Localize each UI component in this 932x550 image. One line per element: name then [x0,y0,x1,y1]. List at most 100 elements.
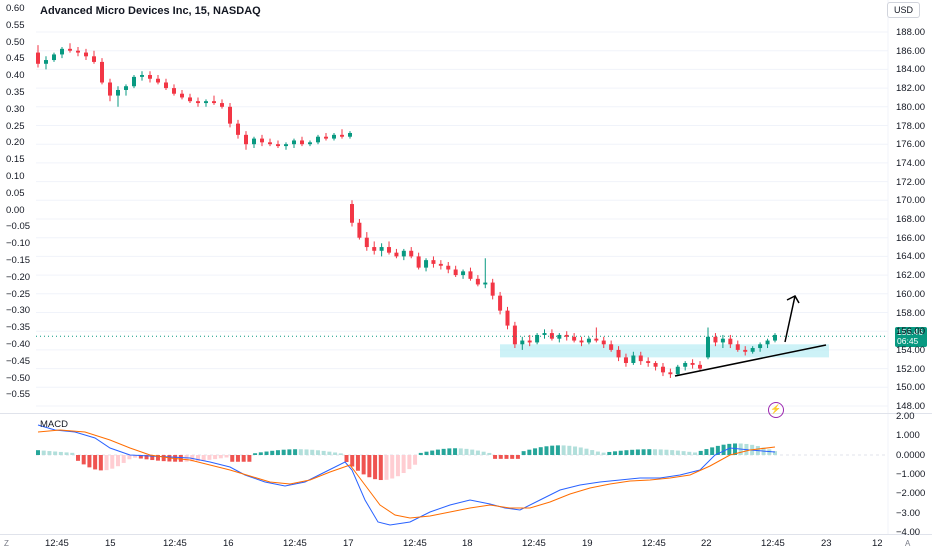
time-axis-label: 22 [701,538,712,549]
macd-histogram-bar [121,455,126,463]
candle-body [549,333,554,339]
candle-body [616,349,621,358]
macd-histogram-bar [607,451,612,455]
macd-histogram-bar [573,446,578,455]
candle-body [228,106,232,124]
candle-body [260,138,264,143]
candle-body [36,52,40,64]
auto-scale-toggle[interactable]: A [905,539,911,548]
price-axis-label: 176.00 [896,139,926,151]
candle-body [316,136,320,143]
candle-body [728,338,733,345]
time-axis-label: 12:45 [163,538,187,549]
macd-axis-label: 1.000 [896,430,920,442]
left-axis-label: −0.15 [6,255,31,266]
macd-histogram-bar [493,455,498,459]
macd-histogram-bar [281,449,286,455]
time-axis-label: 18 [462,538,473,549]
macd-histogram-bar [338,453,343,455]
candle-body [156,78,160,83]
macd-histogram-bar [36,450,40,455]
candle-body [387,247,392,253]
projection-arrow-head [786,295,800,304]
projection-arrow-line [784,295,796,343]
left-axis-label: −0.40 [6,339,31,350]
left-axis-label: −0.45 [6,355,31,367]
left-axis-label: 0.25 [6,120,25,132]
macd-axis-label: −4.00 [896,526,921,538]
macd-histogram-bar [275,450,280,455]
macd-histogram-bar [435,449,440,455]
candle-body [196,101,200,104]
currency-button[interactable]: USD [886,2,920,18]
macd-histogram-bar [624,450,629,455]
macd-histogram-bar [133,455,138,458]
candle-body [683,362,688,367]
candle-body [300,140,304,145]
time-axis-label: 19 [582,538,593,549]
macd-histogram-bar [584,448,589,455]
time-axis-label: 23 [821,538,832,549]
candle-body [512,325,517,345]
left-axis-label: −0.50 [6,372,31,384]
current-price-badge: 155.46 06:45 [895,327,927,348]
macd-histogram-bar [87,455,92,468]
candle-body [401,250,406,257]
macd-histogram-bar [681,451,686,455]
macd-histogram-bar [98,455,103,471]
price-axis-label: 186.00 [896,45,926,57]
macd-histogram-bar [315,450,320,455]
candle-body [350,204,354,223]
candle-body [505,310,510,326]
macd-histogram-bar [298,449,303,455]
macd-histogram-bar [64,452,69,455]
macd-histogram-bar [304,449,309,455]
price-axis-label: 162.00 [896,270,926,282]
macd-histogram-bar [390,455,395,479]
left-axis-label: 0.50 [6,36,25,48]
price-axis-label: 168.00 [896,214,926,225]
macd-histogram-bar [521,451,526,455]
price-axis-label: 148.00 [896,401,926,412]
macd-histogram-bar [664,449,669,455]
left-axis-label: 0.05 [6,187,25,199]
lightning-icon[interactable]: ⚡ [768,402,784,418]
macd-histogram-bar [230,455,235,462]
macd-histogram-bar [710,447,715,455]
macd-histogram-bar [287,449,292,455]
macd-histogram-bar [53,451,58,455]
price-axis-label: 178.00 [896,120,926,132]
candle-body [594,338,599,341]
timezone-corner-label[interactable]: Z [4,539,9,548]
macd-histogram-bar [218,455,223,459]
macd-histogram-bar [630,449,635,455]
candle-body [204,101,208,104]
left-axis-label: 0.45 [6,53,25,65]
candle-body [332,134,336,139]
macd-histogram-bar [235,455,240,462]
macd-histogram-bar [384,455,389,480]
macd-histogram-bar [504,455,509,459]
macd-histogram-bar [555,445,560,455]
candle-body [446,265,451,270]
macd-histogram-bar [601,452,606,455]
pane-divider[interactable] [0,413,932,414]
left-axis-label: −0.10 [6,238,31,250]
candle-body [84,52,88,57]
macd-histogram-bar [350,455,355,467]
bar-countdown: 06:45 [897,335,919,346]
candle-body [292,140,296,145]
time-axis-label: 17 [343,538,354,549]
macd-line [37,424,776,526]
candle-body [416,256,421,268]
price-axis-label: 160.00 [896,288,926,300]
macd-histogram-bar [498,455,503,459]
macd-histogram-bar [635,449,640,455]
candle-body [357,222,362,238]
candle-body [623,357,628,363]
macd-indicator-label[interactable]: MACD [40,419,68,430]
candle-body [668,372,673,375]
left-axis-label: 0.60 [6,3,25,14]
macd-histogram-bar [150,455,155,461]
